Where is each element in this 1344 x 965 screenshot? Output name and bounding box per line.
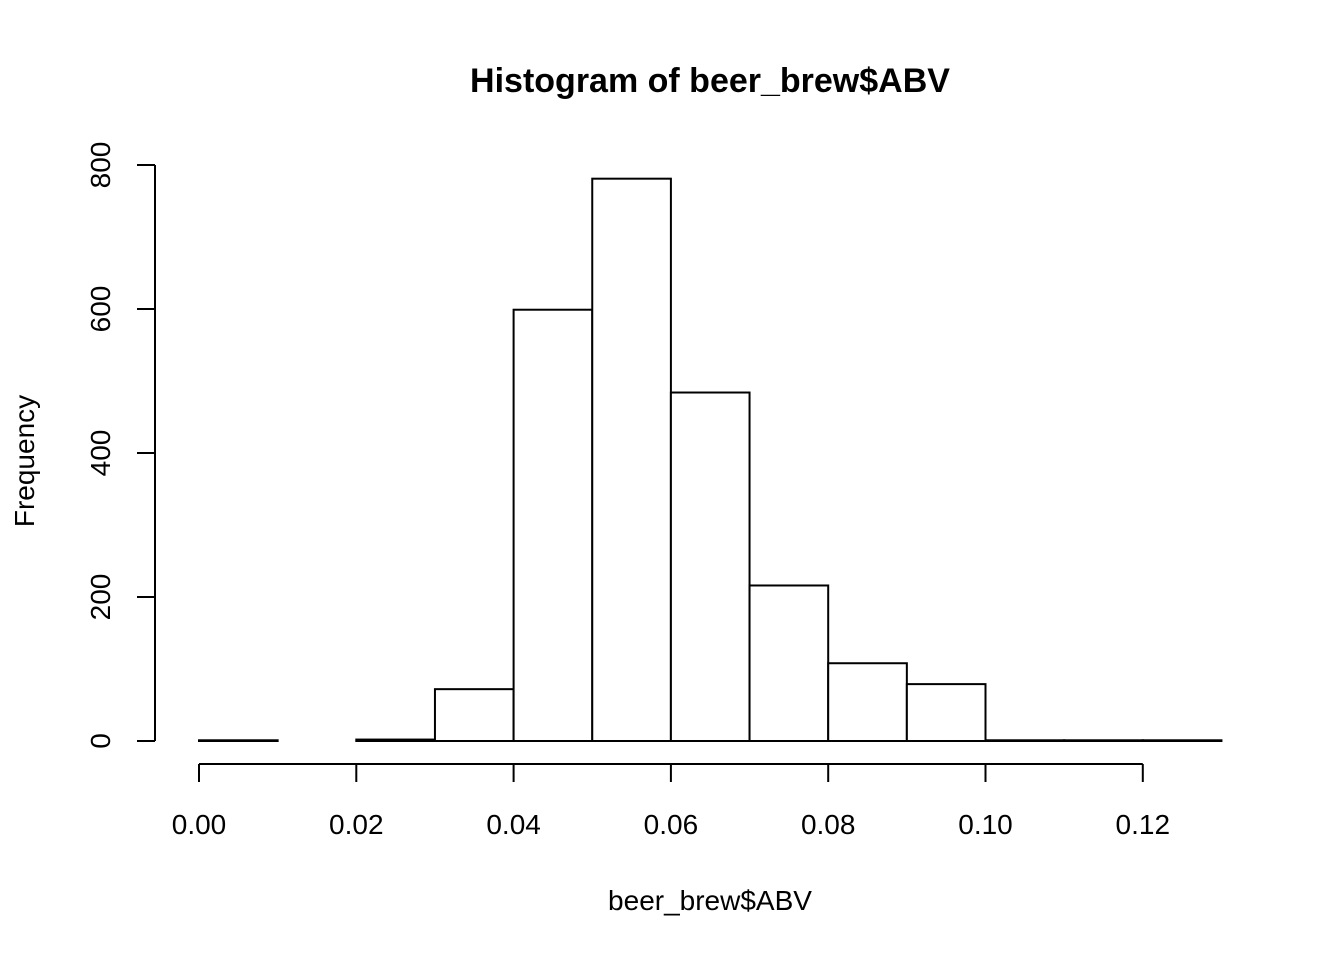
- histogram-bar: [591, 177, 672, 742]
- histogram-bar: [984, 739, 1066, 743]
- histogram-bar: [1141, 739, 1223, 743]
- histogram-bar: [905, 683, 987, 742]
- histogram-bar: [1063, 739, 1144, 743]
- y-tick-label: 0: [85, 733, 116, 749]
- histogram-bar: [827, 662, 908, 742]
- histogram-bar: [433, 688, 515, 742]
- x-axis-label: beer_brew$ABV: [608, 885, 812, 916]
- y-tick-label: 400: [85, 430, 116, 477]
- y-tick-label: 600: [85, 286, 116, 333]
- x-tick-label: 0.04: [486, 809, 541, 840]
- histogram-bar: [355, 738, 436, 742]
- y-tick-label: 800: [85, 142, 116, 189]
- x-axis-ticks: 0.00 0.02 0.04 0.06 0.08 0.10 0.12: [172, 764, 1170, 840]
- y-axis-label: Frequency: [9, 395, 40, 527]
- y-axis-ticks: 0 200 400 600 800: [85, 142, 155, 749]
- histogram-bar: [748, 584, 830, 742]
- x-tick-label: 0.06: [644, 809, 699, 840]
- x-tick-label: 0.08: [801, 809, 856, 840]
- histogram-bar: [669, 391, 751, 742]
- histogram-bar: [512, 308, 594, 742]
- chart-title: Histogram of beer_brew$ABV: [470, 62, 950, 100]
- histogram-bar: [198, 739, 279, 743]
- histogram-bars: [198, 177, 1223, 743]
- y-tick-label: 200: [85, 574, 116, 621]
- x-tick-label: 0.02: [329, 809, 384, 840]
- x-tick-label: 0.10: [958, 809, 1013, 840]
- x-tick-label: 0.12: [1116, 809, 1171, 840]
- x-tick-label: 0.00: [172, 809, 227, 840]
